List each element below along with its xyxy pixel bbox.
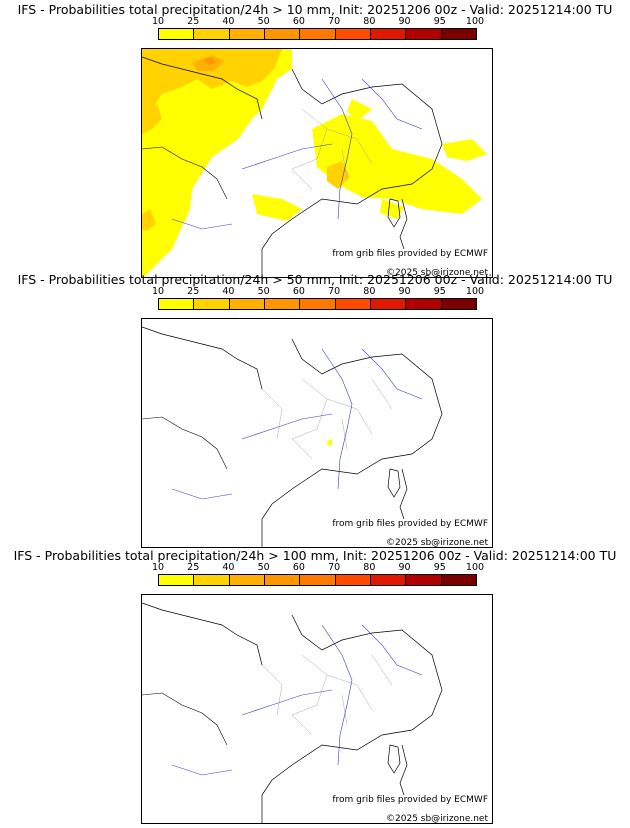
colorbar-tick: 90 bbox=[398, 16, 411, 27]
colorbar-swatch bbox=[370, 575, 407, 585]
colorbar-labels: 10 25 40 50 60 70 80 90 95 100 bbox=[152, 286, 484, 297]
map-panel-10mm: IFS - Probabilities total precipitation/… bbox=[0, 2, 630, 278]
colorbar-tick: 50 bbox=[257, 562, 270, 573]
colorbar-tick: 10 bbox=[151, 16, 165, 27]
colorbar-swatch bbox=[441, 29, 476, 39]
colorbar-tick: 70 bbox=[328, 562, 341, 573]
colorbar-tick: 95 bbox=[433, 286, 446, 297]
colorbar-swatch bbox=[159, 299, 195, 309]
colorbar-tick: 100 bbox=[465, 286, 485, 297]
colorbar-tick: 10 bbox=[151, 562, 165, 573]
colorbar-tick: 40 bbox=[222, 286, 235, 297]
colorbar-swatch bbox=[441, 575, 476, 585]
colorbar-tick: 25 bbox=[187, 16, 200, 27]
colorbar-tick: 10 bbox=[151, 286, 165, 297]
colorbar bbox=[158, 298, 477, 310]
grib-credit: from grib files provided by ECMWF bbox=[332, 249, 488, 259]
colorbar-tick: 60 bbox=[292, 286, 305, 297]
colorbar-tick: 25 bbox=[187, 562, 200, 573]
map-canvas bbox=[142, 326, 443, 547]
colorbar-swatch bbox=[264, 29, 301, 39]
colorbar-swatch bbox=[406, 575, 442, 585]
colorbar-labels: 10 25 40 50 60 70 80 90 95 100 bbox=[152, 16, 484, 27]
colorbar-tick: 25 bbox=[187, 286, 200, 297]
copyright-text: ©2025 sb@irizone.net bbox=[386, 814, 488, 824]
colorbar-swatch bbox=[159, 29, 195, 39]
map-frame: from grib files provided by ECMWF ©2025 … bbox=[141, 318, 493, 548]
colorbar-swatch bbox=[229, 575, 265, 585]
map-frame: from grib files provided by ECMWF ©2025 … bbox=[141, 594, 493, 824]
colorbar-swatch bbox=[159, 575, 195, 585]
grib-credit: from grib files provided by ECMWF bbox=[332, 519, 488, 529]
map-frame: from grib files provided by ECMWF ©2025 … bbox=[141, 48, 493, 278]
colorbar-tick: 60 bbox=[292, 562, 305, 573]
map-panel-50mm: IFS - Probabilities total precipitation/… bbox=[0, 272, 630, 548]
colorbar-swatch bbox=[335, 575, 371, 585]
colorbar-tick: 100 bbox=[465, 562, 485, 573]
colorbar-labels: 10 25 40 50 60 70 80 90 95 100 bbox=[152, 562, 484, 573]
colorbar-swatch bbox=[194, 575, 230, 585]
colorbar-swatch bbox=[370, 299, 407, 309]
colorbar-swatch bbox=[370, 29, 407, 39]
colorbar-tick: 40 bbox=[222, 562, 235, 573]
colorbar-swatch bbox=[335, 29, 371, 39]
panel-title: IFS - Probabilities total precipitation/… bbox=[17, 2, 613, 17]
colorbar-swatch bbox=[194, 29, 230, 39]
colorbar-tick: 60 bbox=[292, 16, 305, 27]
panel-title: IFS - Probabilities total precipitation/… bbox=[17, 272, 613, 287]
colorbar-swatch bbox=[441, 299, 476, 309]
map-canvas bbox=[142, 602, 443, 823]
colorbar-tick: 95 bbox=[433, 16, 446, 27]
colorbar-tick: 40 bbox=[222, 16, 235, 27]
map-canvas bbox=[142, 49, 487, 277]
colorbar-swatch bbox=[300, 29, 336, 39]
colorbar-swatch bbox=[300, 299, 336, 309]
colorbar-swatch bbox=[264, 299, 301, 309]
colorbar-swatch bbox=[229, 299, 265, 309]
colorbar-swatch bbox=[406, 29, 442, 39]
colorbar-tick: 100 bbox=[465, 16, 485, 27]
map-panel-100mm: IFS - Probabilities total precipitation/… bbox=[0, 548, 630, 824]
copyright-text: ©2025 sb@irizone.net bbox=[386, 538, 488, 548]
colorbar-swatch bbox=[264, 575, 301, 585]
colorbar-tick: 95 bbox=[433, 562, 446, 573]
colorbar-swatch bbox=[300, 575, 336, 585]
colorbar-tick: 80 bbox=[363, 286, 376, 297]
colorbar-tick: 70 bbox=[328, 286, 341, 297]
colorbar bbox=[158, 28, 477, 40]
panel-title: IFS - Probabilities total precipitation/… bbox=[13, 548, 617, 563]
colorbar bbox=[158, 574, 477, 586]
copyright-text: ©2025 sb@irizone.net bbox=[386, 268, 488, 278]
colorbar-tick: 90 bbox=[398, 562, 411, 573]
colorbar-tick: 80 bbox=[363, 562, 376, 573]
colorbar-tick: 80 bbox=[363, 16, 376, 27]
colorbar-tick: 90 bbox=[398, 286, 411, 297]
colorbar-swatch bbox=[194, 299, 230, 309]
colorbar-tick: 70 bbox=[328, 16, 341, 27]
colorbar-swatch bbox=[406, 299, 442, 309]
colorbar-swatch bbox=[335, 299, 371, 309]
grib-credit: from grib files provided by ECMWF bbox=[332, 795, 488, 805]
colorbar-tick: 50 bbox=[257, 286, 270, 297]
colorbar-tick: 50 bbox=[257, 16, 270, 27]
colorbar-swatch bbox=[229, 29, 265, 39]
